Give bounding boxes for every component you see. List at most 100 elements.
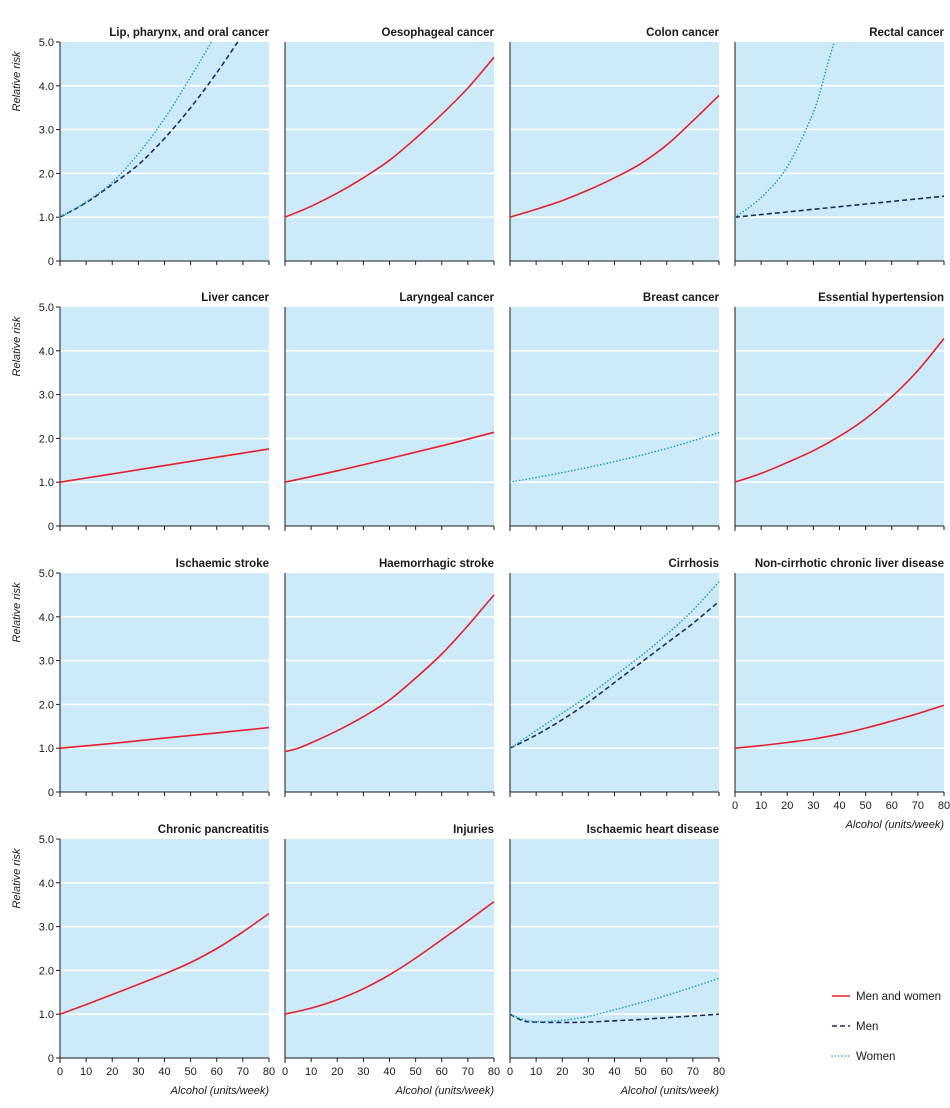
- panel-background: [60, 839, 269, 1058]
- panel-background: [735, 573, 944, 792]
- panel-essential-hypertension: Essential hypertension: [734, 292, 945, 531]
- x-tick-label: 0: [732, 800, 738, 812]
- panel-background: [735, 307, 944, 526]
- x-tick-label: 60: [661, 1066, 673, 1078]
- y-tick-label: 4.0: [39, 81, 54, 93]
- x-tick-label: 60: [436, 1066, 448, 1078]
- panel-title: Ischaemic stroke: [176, 558, 269, 570]
- panel-background: [60, 42, 269, 261]
- y-tick-label: 2.0: [39, 699, 54, 711]
- x-tick-label: 30: [582, 1066, 594, 1078]
- y-axis-label: Relative risk: [11, 848, 23, 908]
- series-line-men-and-women: [59, 726, 270, 749]
- x-tick-label: 80: [713, 1066, 725, 1078]
- x-tick-label: 40: [383, 1066, 395, 1078]
- panels-layer: Lip, pharynx, and oral cancer 0 1.0 2.0 3.0 4…: [11, 27, 950, 1097]
- x-tick-label: 60: [211, 1066, 223, 1078]
- y-tick-label: 0: [48, 1053, 54, 1065]
- panel-title: Non-cirrhotic chronic liver disease: [755, 558, 944, 570]
- legend-label: Men and women: [856, 991, 941, 1003]
- y-axis-label: Relative risk: [11, 316, 23, 376]
- x-tick-label: 80: [263, 1066, 275, 1078]
- panel-background: [285, 42, 494, 261]
- x-tick-label: 70: [687, 1066, 699, 1078]
- x-tick-label: 30: [132, 1066, 144, 1078]
- panel-background: [285, 839, 494, 1058]
- panel-colon-cancer: Colon cancer: [509, 27, 720, 266]
- panel-rectal-cancer: Rectal cancer: [734, 27, 945, 266]
- panel-breast-cancer: Breast cancer: [509, 292, 720, 531]
- panel-title: Essential hypertension: [818, 292, 944, 304]
- panel-background: [510, 307, 719, 526]
- x-tick-label: 70: [912, 800, 924, 812]
- x-tick-label: 20: [106, 1066, 118, 1078]
- legend-label: Women: [856, 1051, 895, 1063]
- series-line-women: [509, 977, 720, 1023]
- x-tick-label: 80: [938, 800, 950, 812]
- x-tick-label: 10: [530, 1066, 542, 1078]
- y-tick-label: 3.0: [39, 125, 54, 137]
- x-axis-label: Alcohol (units/week): [845, 819, 945, 831]
- series-line-men-and-women: [509, 94, 720, 218]
- panel-title: Oesophageal cancer: [382, 27, 495, 39]
- panel-title: Haemorrhagic stroke: [379, 558, 494, 570]
- x-tick-label: 10: [80, 1066, 92, 1078]
- panel-oesophageal-cancer: Oesophageal cancer: [284, 27, 495, 266]
- panel-chronic-pancreatitis: Chronic pancreatitis 0 1.0 2.0 3.0 4.0 5.0 Rela…: [11, 824, 275, 1097]
- x-tick-label: 40: [158, 1066, 170, 1078]
- y-tick-label: 5.0: [39, 302, 54, 314]
- y-tick-label: 2.0: [39, 168, 54, 180]
- series-line-women: [59, 41, 213, 218]
- y-tick-label: 0: [48, 787, 54, 799]
- x-tick-label: 10: [305, 1066, 317, 1078]
- panel-injuries: Injuries 0 10 20 30 40 50 60 70 80 Alcohol (units/…: [282, 824, 500, 1097]
- series-line-men-and-women: [284, 900, 495, 1015]
- x-tick-label: 70: [237, 1066, 249, 1078]
- x-axis-label: Alcohol (units/week): [170, 1085, 270, 1097]
- legend-item-men-and-women: Men and women: [832, 991, 941, 1003]
- x-tick-label: 50: [635, 1066, 647, 1078]
- x-tick-label: 20: [781, 800, 793, 812]
- x-tick-label: 50: [410, 1066, 422, 1078]
- x-axis-label: Alcohol (units/week): [620, 1085, 720, 1097]
- legend-item-women: Women: [831, 1051, 895, 1063]
- series-line-men-and-women: [284, 431, 495, 483]
- panel-title: Injuries: [453, 824, 494, 836]
- panel-background: [285, 307, 494, 526]
- series-line-women: [734, 41, 836, 218]
- panel-lip-pharynx-and-oral-cancer: Lip, pharynx, and oral cancer 0 1.0 2.0 3.0 4…: [11, 27, 270, 268]
- x-tick-label: 60: [886, 800, 898, 812]
- x-tick-label: 20: [556, 1066, 568, 1078]
- panel-title: Lip, pharynx, and oral cancer: [109, 27, 269, 39]
- panel-background: [285, 573, 494, 792]
- x-tick-label: 10: [755, 800, 767, 812]
- x-tick-label: 0: [507, 1066, 513, 1078]
- y-tick-label: 4.0: [39, 346, 54, 358]
- x-tick-label: 20: [331, 1066, 343, 1078]
- panel-title: Rectal cancer: [869, 27, 944, 39]
- series-line-men-and-women: [284, 594, 495, 753]
- series-line-men-and-women: [734, 704, 945, 749]
- y-tick-label: 2.0: [39, 965, 54, 977]
- series-line-men: [509, 600, 720, 749]
- y-tick-label: 3.0: [39, 656, 54, 668]
- x-tick-label: 50: [860, 800, 872, 812]
- y-tick-label: 5.0: [39, 568, 54, 580]
- y-tick-label: 3.0: [39, 922, 54, 934]
- x-tick-label: 30: [807, 800, 819, 812]
- panel-title: Laryngeal cancer: [399, 292, 494, 304]
- legend-label: Men: [856, 1021, 878, 1033]
- panel-laryngeal-cancer: Laryngeal cancer: [284, 292, 495, 531]
- series-line-men-and-women: [59, 448, 270, 483]
- legend-item-men: Men: [832, 1021, 878, 1033]
- y-tick-label: 1.0: [39, 743, 54, 755]
- y-tick-label: 4.0: [39, 612, 54, 624]
- panel-cirrhosis: Cirrhosis: [509, 558, 720, 797]
- y-tick-label: 1.0: [39, 1009, 54, 1021]
- panel-ischaemic-stroke: Ischaemic stroke 0 1.0 2.0 3.0 4.0 5.0 Relative…: [11, 558, 270, 799]
- y-axis-label: Relative risk: [11, 51, 23, 111]
- panel-background: [735, 42, 944, 261]
- x-tick-label: 50: [185, 1066, 197, 1078]
- x-tick-label: 80: [488, 1066, 500, 1078]
